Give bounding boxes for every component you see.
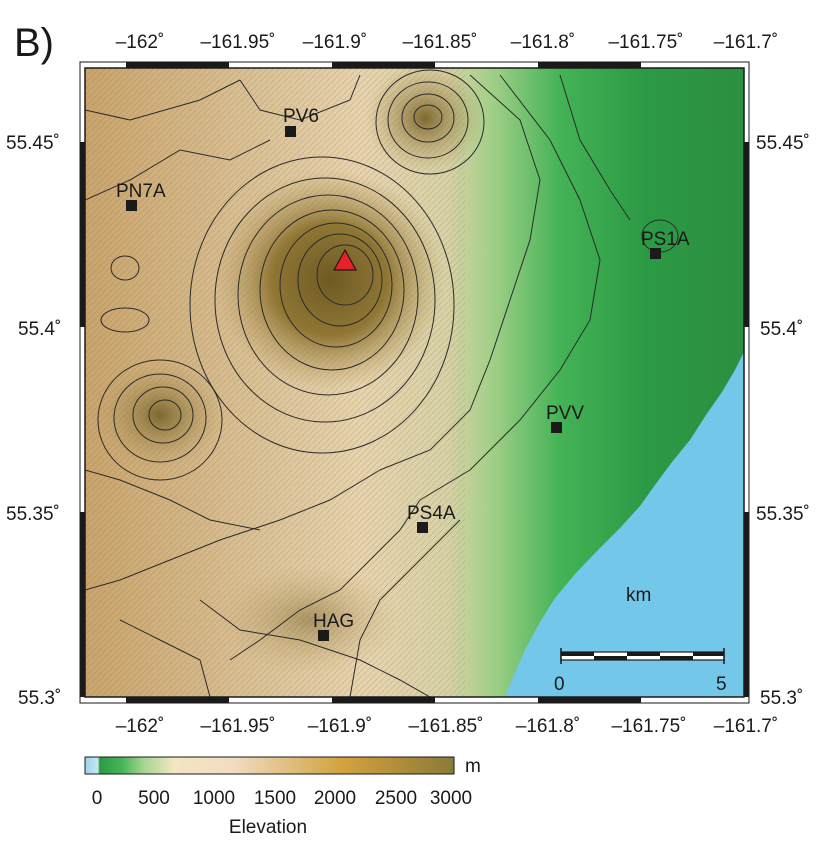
top-tick-label: –161.7˚	[714, 32, 778, 53]
elevation-colorbar: m 0 500 1000 1500 2000 2500 3000 Elevati…	[84, 756, 481, 838]
scale-bar-max: 5	[716, 674, 727, 695]
colorbar-scale	[84, 756, 455, 775]
left-tick-label: 55.4˚	[18, 319, 61, 340]
right-tick-label: 55.3˚	[760, 688, 803, 709]
station-hag[interactable]: HAG	[313, 611, 354, 641]
station-pn7a[interactable]: PN7A	[116, 181, 166, 211]
map-area	[85, 68, 744, 697]
colorbar-label: Elevation	[229, 817, 307, 838]
station-square-icon	[551, 422, 562, 433]
volcano-summit-triangle-icon[interactable]	[332, 248, 358, 271]
bottom-tick-label: –161.9˚	[308, 716, 372, 737]
station-pvv[interactable]: PVV	[546, 403, 584, 433]
bottom-tick-label: –161.7˚	[714, 716, 778, 737]
ocean-area	[505, 352, 744, 697]
bottom-tick-label: –161.8˚	[516, 716, 580, 737]
station-label: PS4A	[407, 503, 456, 524]
left-tick-label: 55.3˚	[18, 688, 61, 709]
colorbar-tick-label: 3000	[430, 788, 472, 809]
station-label: PVV	[546, 403, 584, 424]
colorbar-tick-label: 500	[138, 788, 170, 809]
map-frame	[79, 61, 750, 704]
left-tick-label: 55.35˚	[6, 504, 60, 525]
top-axis-labels: –162˚ –161.95˚ –161.9˚ –161.85˚ –161.8˚ …	[116, 32, 779, 53]
top-tick-label: –161.85˚	[402, 32, 477, 53]
colorbar-tick-label: 1500	[254, 788, 296, 809]
top-tick-label: –162˚	[116, 32, 165, 53]
station-square-icon	[318, 630, 329, 641]
south-ridge-area	[220, 565, 400, 675]
top-tick-label: –161.8˚	[511, 32, 575, 53]
bottom-tick-label: –161.75˚	[611, 716, 686, 737]
bottom-axis-labels: –162˚ –161.95˚ –161.9˚ –161.85˚ –161.8˚ …	[116, 716, 779, 737]
right-tick-label: 55.35˚	[756, 504, 810, 525]
station-label: PN7A	[116, 181, 166, 202]
right-tick-label: 55.45˚	[756, 133, 810, 154]
bottom-tick-label: –161.95˚	[200, 716, 275, 737]
colorbar-tick-label: 1000	[193, 788, 235, 809]
station-square-icon	[285, 126, 296, 137]
station-ps4a[interactable]: PS4A	[407, 503, 456, 533]
right-tick-label: 55.4˚	[760, 319, 803, 340]
panel-label: B)	[14, 21, 54, 65]
left-tick-label: 55.45˚	[6, 133, 60, 154]
scale-bar: km 0 5	[554, 585, 727, 695]
top-tick-label: –161.95˚	[200, 32, 275, 53]
station-label: PV6	[283, 106, 319, 127]
colorbar-tick-label: 2000	[314, 788, 356, 809]
station-square-icon	[126, 200, 137, 211]
top-tick-label: –161.75˚	[608, 32, 683, 53]
station-ps1a[interactable]: PS1A	[641, 229, 690, 259]
bottom-tick-label: –162˚	[116, 716, 165, 737]
station-square-icon	[650, 248, 661, 259]
contour-lines	[85, 69, 679, 697]
scale-bar-min: 0	[554, 674, 565, 695]
left-axis-labels: 55.45˚ 55.4˚ 55.35˚ 55.3˚	[6, 133, 61, 709]
scale-bar-unit: km	[626, 585, 651, 606]
right-axis-labels: 55.45˚ 55.4˚ 55.35˚ 55.3˚	[756, 133, 810, 709]
colorbar-tick-label: 0	[92, 788, 103, 809]
bottom-tick-label: –161.85˚	[408, 716, 483, 737]
station-label: HAG	[313, 611, 354, 632]
north-peak-area	[365, 68, 485, 173]
top-tick-label: –161.9˚	[303, 32, 367, 53]
volcano-summit-area	[215, 170, 445, 390]
station-pv6[interactable]: PV6	[283, 106, 319, 137]
station-markers: PV6 PN7A PS1A PVV PS4A HAG	[116, 106, 690, 641]
colorbar-tick-label: 2500	[375, 788, 417, 809]
station-label: PS1A	[641, 229, 690, 250]
colorbar-unit: m	[465, 756, 481, 777]
station-square-icon	[417, 522, 428, 533]
